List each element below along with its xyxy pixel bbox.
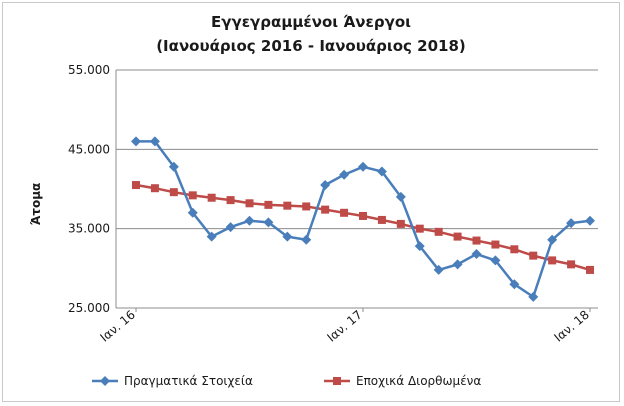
- data-point: [150, 184, 159, 193]
- data-point: [264, 200, 273, 209]
- data-point: [320, 180, 331, 191]
- data-point: [131, 136, 141, 147]
- data-point: [100, 376, 110, 386]
- data-point: [169, 188, 178, 197]
- data-point: [510, 245, 519, 254]
- grid: [116, 69, 598, 309]
- data-point: [377, 215, 386, 224]
- data-point: [490, 255, 501, 266]
- data-point: [245, 199, 254, 208]
- chart-title: Εγγεγραμμένοι Άνεργοι: [211, 13, 411, 31]
- data-point: [567, 260, 576, 269]
- data-point: [188, 191, 197, 200]
- legend-item: Εποχικά Διορθωμένα: [324, 374, 481, 388]
- data-point: [132, 181, 140, 190]
- data-point: [453, 232, 462, 241]
- data-point: [302, 202, 311, 211]
- data-point: [547, 234, 558, 245]
- data-point: [321, 205, 330, 214]
- y-tick-label: 25.000: [68, 301, 110, 315]
- data-point: [528, 291, 539, 302]
- chart-frame: [2, 2, 620, 402]
- data-point: [548, 256, 557, 265]
- data-point: [359, 211, 367, 220]
- legend-label: Πραγματικά Στοιχεία: [124, 374, 253, 388]
- series-seasonally-adjusted: [132, 181, 594, 274]
- data-point: [566, 218, 577, 229]
- legend-item: Πραγματικά Στοιχεία: [92, 374, 253, 388]
- data-point: [529, 251, 538, 260]
- data-point: [207, 193, 216, 202]
- data-point: [149, 136, 160, 147]
- y-tick-label: 35.000: [68, 222, 110, 236]
- data-point: [244, 215, 255, 226]
- data-point: [434, 227, 443, 236]
- data-point: [168, 161, 179, 172]
- data-point: [187, 207, 198, 218]
- y-tick-label: 45.000: [68, 142, 110, 156]
- data-point: [301, 234, 312, 245]
- data-point: [339, 169, 350, 180]
- x-tick-label: Ιαν. 17: [324, 308, 364, 345]
- data-point: [414, 241, 425, 252]
- data-point: [283, 201, 292, 210]
- data-point: [396, 219, 405, 228]
- series-actual: [131, 136, 595, 302]
- data-point: [358, 161, 368, 172]
- y-axis-label: Άτομα: [29, 183, 43, 226]
- data-point: [226, 196, 235, 205]
- data-point: [433, 264, 444, 275]
- data-point: [282, 231, 293, 242]
- legend-label: Εποχικά Διορθωμένα: [356, 374, 481, 388]
- data-point: [415, 224, 424, 233]
- data-point: [340, 208, 349, 217]
- data-point: [472, 236, 481, 245]
- y-tick-label: 55.000: [68, 63, 110, 77]
- data-point: [452, 259, 463, 270]
- x-tick-label: Ιαν. 18: [551, 308, 591, 345]
- data-point: [586, 265, 594, 274]
- data-point: [471, 249, 482, 260]
- legend: Πραγματικά Στοιχεία Εποχικά Διορθωμένα: [92, 374, 481, 388]
- data-point: [376, 166, 387, 177]
- chart-subtitle: (Ιανουάριος 2016 - Ιανουάριος 2018): [156, 37, 466, 55]
- data-point: [491, 240, 500, 249]
- data-point: [333, 377, 341, 385]
- data-point: [263, 217, 274, 228]
- data-point: [395, 191, 406, 202]
- series: [131, 136, 595, 302]
- data-point: [585, 215, 595, 226]
- data-point: [206, 231, 217, 242]
- data-point: [225, 222, 236, 233]
- data-point: [509, 279, 520, 290]
